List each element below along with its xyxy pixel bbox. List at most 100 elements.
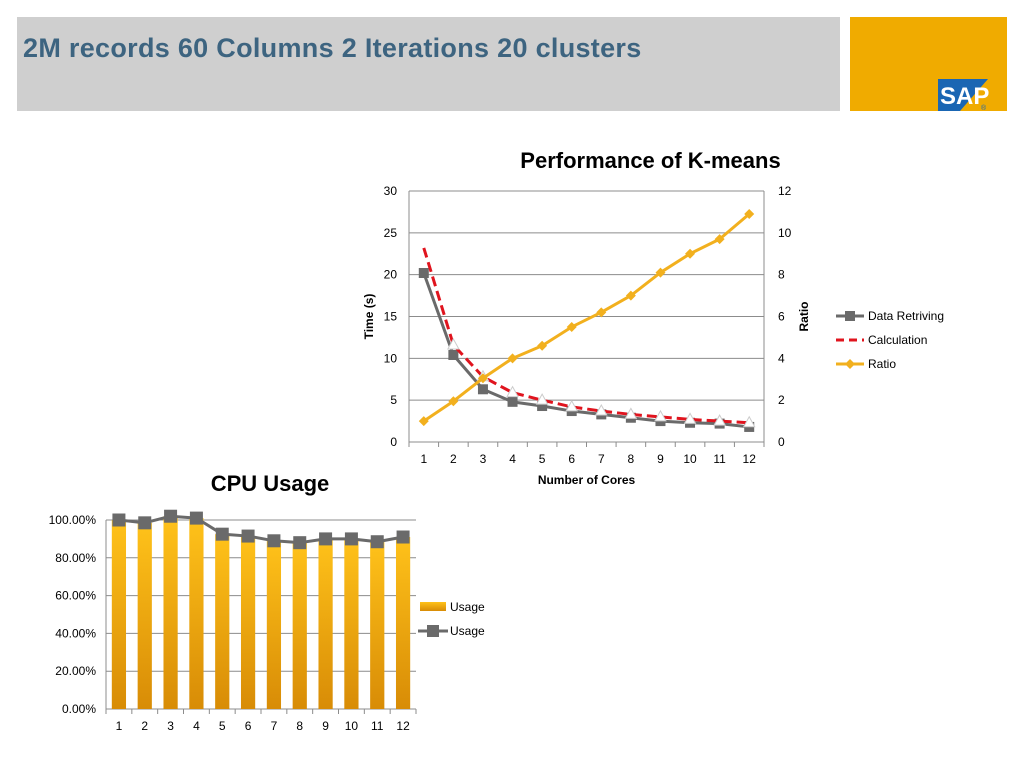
- x-tick-label: 8: [628, 452, 635, 466]
- sap-logo-icon: SAP ®: [938, 79, 989, 111]
- usage-line-point: [241, 529, 255, 543]
- usage-bar: [189, 518, 204, 709]
- title-bar: 2M records 60 Columns 2 Iterations 20 cl…: [17, 17, 840, 111]
- usage-bar: [111, 520, 127, 709]
- usage-bar: [266, 540, 282, 709]
- usage-line-point: [112, 513, 126, 527]
- legend-swatch-usage-bar: [420, 602, 446, 611]
- y-tick-label: 15: [384, 310, 398, 324]
- usage-bar: [318, 538, 333, 709]
- data-point-ratio: [655, 267, 666, 278]
- x-tick-label: 12: [396, 719, 410, 733]
- y-tick-label: 40.00%: [55, 626, 96, 640]
- data-point-ratio: [507, 353, 518, 364]
- x-tick-label: 12: [743, 452, 757, 466]
- y2-tick-label: 2: [778, 393, 785, 407]
- usage-line-point: [215, 527, 229, 541]
- x-tick-label: 8: [296, 719, 303, 733]
- legend-marker-ratio: [845, 359, 855, 369]
- usage-line-point: [267, 534, 281, 548]
- x-tick-label: 7: [598, 452, 605, 466]
- y2-tick-label: 10: [778, 226, 792, 240]
- chart-title: Performance of K-means: [520, 148, 780, 173]
- y-tick-label: 60.00%: [55, 589, 96, 603]
- y-tick-label: 20.00%: [55, 664, 96, 678]
- x-tick-label: 11: [713, 452, 726, 466]
- usage-bar: [215, 534, 230, 709]
- data-point-ratio: [714, 234, 725, 245]
- usage-line-point: [344, 532, 358, 546]
- legend-label-usage-bar: Usage: [450, 600, 485, 614]
- usage-line-point: [189, 511, 203, 525]
- y2-tick-label: 6: [778, 310, 785, 324]
- x-tick-label: 10: [683, 452, 697, 466]
- y-tick-label: 30: [384, 184, 398, 198]
- x-tick-label: 6: [245, 719, 252, 733]
- usage-line-point: [138, 516, 152, 530]
- usage-bar: [163, 516, 178, 709]
- usage-line-point: [293, 536, 307, 550]
- x-tick-label: 5: [219, 719, 226, 733]
- data-point-ratio: [744, 209, 755, 220]
- y-tick-label: 0.00%: [62, 702, 96, 716]
- chart-title: CPU Usage: [211, 471, 330, 496]
- svg-text:SAP: SAP: [940, 83, 989, 110]
- svg-text:®: ®: [981, 104, 987, 111]
- y-tick-label: 0: [390, 435, 397, 449]
- data-point-ratio: [685, 248, 696, 259]
- data-point-data-retriving: [507, 396, 518, 407]
- data-point-ratio: [596, 307, 607, 318]
- slide-title: 2M records 60 Columns 2 Iterations 20 cl…: [23, 33, 642, 63]
- legend-label-data-retriving: Data Retriving: [868, 309, 944, 323]
- x-tick-label: 4: [509, 452, 516, 466]
- y-tick-label: 100.00%: [49, 513, 97, 527]
- legend-marker-data-retriving: [845, 311, 855, 321]
- data-point-calculation: [565, 399, 579, 412]
- legend-label-usage-line: Usage: [450, 624, 485, 638]
- series-line-ratio: [422, 212, 751, 423]
- usage-line-point: [164, 509, 178, 523]
- data-point-data-retriving: [537, 401, 548, 412]
- usage-line-point: [319, 532, 333, 546]
- y-tick-label: 80.00%: [55, 551, 96, 565]
- legend-marker-usage: [427, 625, 439, 637]
- usage-line-point: [370, 535, 384, 549]
- data-point-calculation: [624, 407, 638, 419]
- sap-logo: SAP ®: [850, 17, 1007, 111]
- usage-bar: [344, 538, 359, 709]
- usage-bar: [240, 536, 256, 709]
- y-tick-label: 10: [384, 351, 398, 365]
- y-tick-label: 5: [390, 393, 397, 407]
- data-point-ratio: [448, 396, 459, 407]
- y2-tick-label: 0: [778, 435, 785, 449]
- x-tick-label: 5: [539, 452, 546, 466]
- x-tick-label: 1: [420, 452, 427, 466]
- x-tick-label: 6: [568, 452, 575, 466]
- x-tick-label: 11: [371, 719, 384, 733]
- data-point-ratio: [566, 321, 577, 332]
- x-tick-label: 9: [657, 452, 664, 466]
- data-point-ratio: [477, 373, 488, 384]
- x-tick-label: 2: [141, 719, 148, 733]
- data-point-data-retriving: [477, 384, 488, 395]
- x-tick-label: 7: [271, 719, 278, 733]
- y-axis-title: Time (s): [362, 294, 376, 340]
- y2-axis-title: Ratio: [797, 302, 811, 332]
- data-point-ratio: [625, 290, 636, 301]
- x-tick-label: 1: [116, 719, 123, 733]
- data-point-calculation: [535, 393, 549, 405]
- data-point-calculation: [742, 415, 756, 428]
- y-tick-label: 25: [384, 226, 398, 240]
- y2-tick-label: 4: [778, 351, 785, 365]
- data-point-data-retriving: [448, 349, 459, 360]
- usage-bar: [395, 537, 411, 709]
- x-tick-label: 10: [345, 719, 359, 733]
- x-tick-label: 3: [167, 719, 174, 733]
- x-tick-label: 9: [322, 719, 329, 733]
- legend-label-ratio: Ratio: [868, 357, 896, 371]
- x-tick-label: 3: [480, 452, 487, 466]
- usage-bar: [292, 542, 307, 709]
- data-point-calculation: [654, 409, 667, 422]
